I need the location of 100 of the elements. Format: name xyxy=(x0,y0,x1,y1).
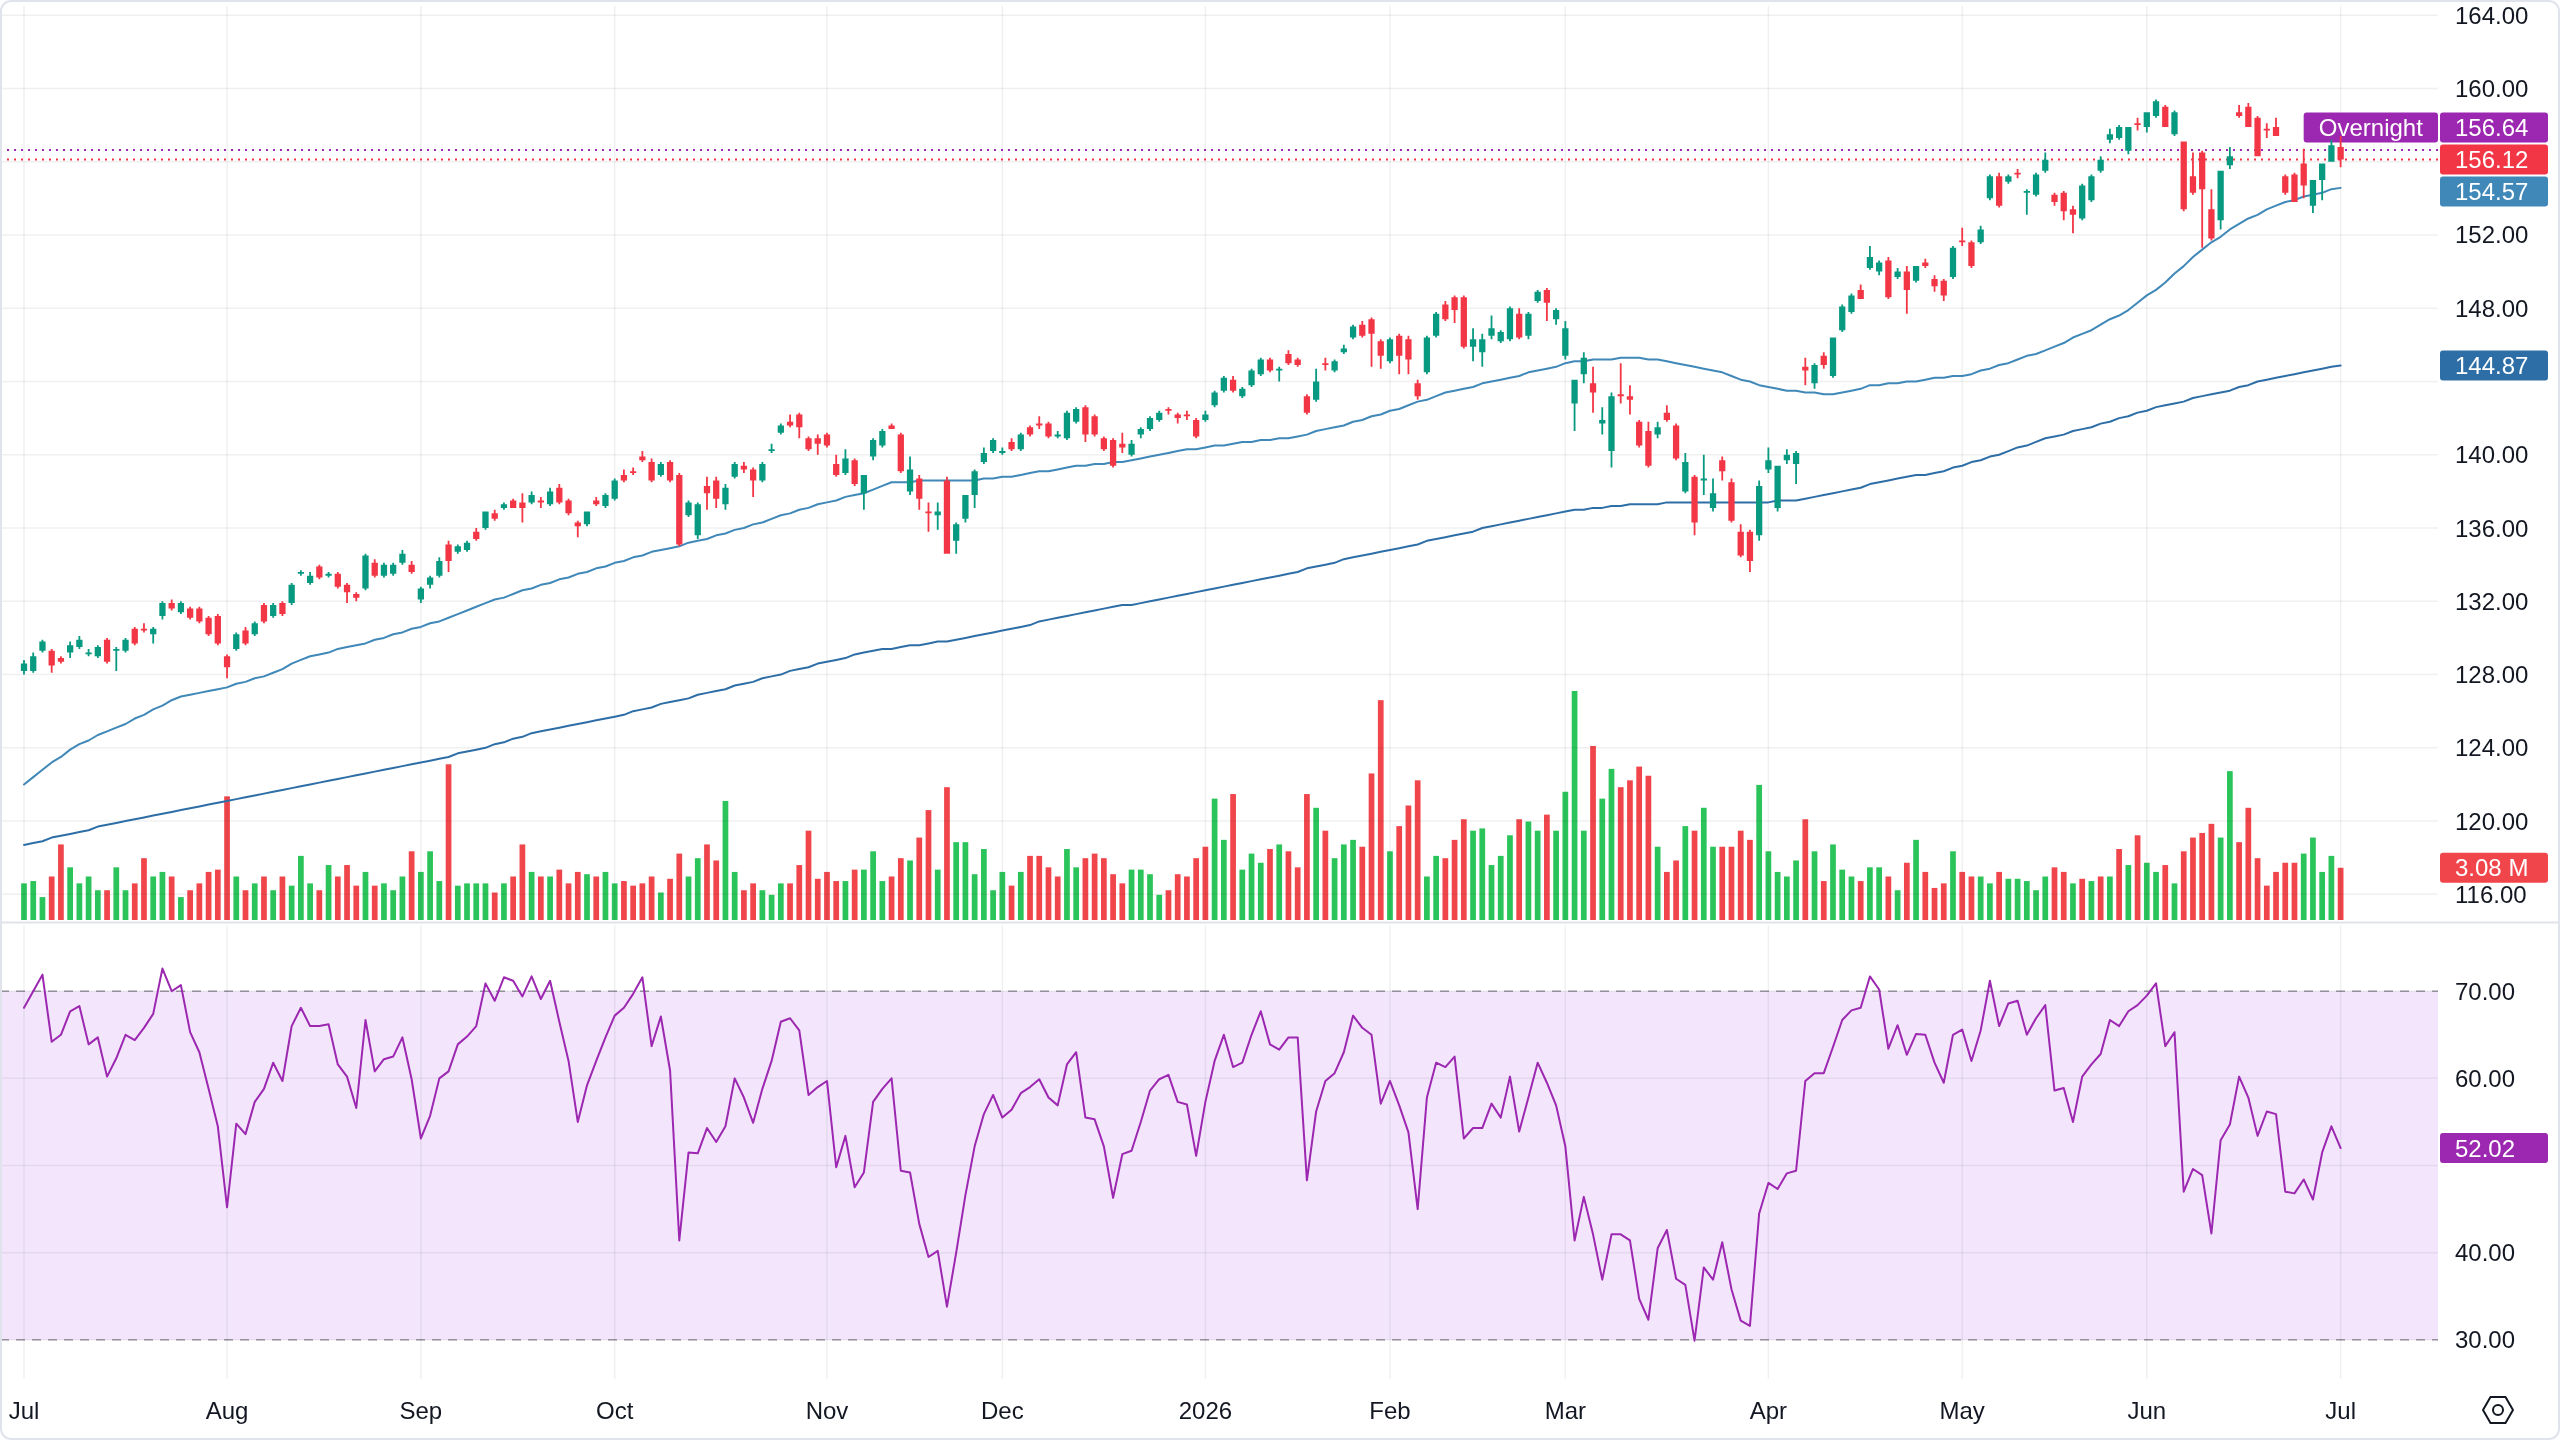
bar xyxy=(1110,874,1116,920)
candlestick xyxy=(1091,414,1098,437)
bar xyxy=(48,876,55,920)
bar xyxy=(1313,807,1319,920)
bar xyxy=(307,883,313,920)
bar xyxy=(371,885,378,920)
bar xyxy=(2310,837,2316,920)
bar xyxy=(574,871,581,920)
bar xyxy=(833,881,840,920)
y-tick-label: 70.00 xyxy=(2455,977,2516,1005)
bar xyxy=(1719,846,1726,920)
bar xyxy=(2079,878,2086,920)
y-tick-label: 124.00 xyxy=(2455,734,2529,762)
x-tick-label: Aug xyxy=(205,1396,249,1424)
bar xyxy=(1073,867,1080,920)
bar xyxy=(454,885,461,920)
candlestick xyxy=(1599,407,1606,435)
bar xyxy=(131,883,138,920)
bar xyxy=(851,869,858,920)
bar xyxy=(390,890,397,920)
bar xyxy=(2116,849,2122,920)
bar xyxy=(1544,814,1550,920)
bar xyxy=(611,883,618,920)
bar xyxy=(777,883,784,920)
bar xyxy=(224,796,230,920)
candlestick xyxy=(934,502,941,530)
bar xyxy=(2125,865,2132,920)
candlestick xyxy=(814,434,821,455)
bar xyxy=(2033,890,2039,920)
bar xyxy=(334,876,341,920)
bar xyxy=(270,890,277,920)
x-tick-label: Nov xyxy=(805,1396,849,1424)
bar xyxy=(178,897,184,920)
y-tick-label: 120.00 xyxy=(2455,807,2529,835)
bar xyxy=(1950,851,1956,920)
bar xyxy=(1783,876,1790,920)
candlestick xyxy=(1331,359,1338,373)
ref-line-label: 156.64 xyxy=(2455,113,2529,141)
bar xyxy=(1424,876,1430,920)
x-tick-label: Oct xyxy=(596,1396,634,1424)
y-tick-label: 140.00 xyxy=(2455,441,2529,469)
candlestick xyxy=(1700,454,1707,496)
bar xyxy=(870,851,876,920)
bar xyxy=(2042,876,2049,920)
x-tick-label: Mar xyxy=(1544,1396,1587,1424)
bar xyxy=(436,881,443,920)
bar xyxy=(1857,881,1864,920)
y-tick-label: 136.00 xyxy=(2455,514,2529,542)
bar xyxy=(814,878,821,920)
bar xyxy=(2070,883,2076,920)
bar xyxy=(2199,832,2206,920)
y-tick-label: 164.00 xyxy=(2455,1,2529,29)
bar xyxy=(787,883,793,920)
candlestick xyxy=(2328,139,2335,162)
bar xyxy=(1442,858,1449,920)
bar xyxy=(1867,867,1873,920)
candlestick xyxy=(2235,104,2243,118)
bar xyxy=(1054,876,1061,920)
bar xyxy=(344,865,350,920)
bar xyxy=(1396,826,1403,920)
candlestick xyxy=(1802,357,1809,386)
text: 144.87 xyxy=(2455,352,2529,380)
bar xyxy=(944,787,950,920)
bar xyxy=(1516,819,1523,920)
text: 52.02 xyxy=(2455,1134,2516,1162)
y-tick-label: 60.00 xyxy=(2455,1064,2516,1092)
x-tick-label: Sep xyxy=(399,1396,443,1424)
y-tick-label: 160.00 xyxy=(2455,74,2529,102)
bar xyxy=(1036,855,1043,920)
bar xyxy=(1747,839,1753,920)
bar xyxy=(1802,819,1809,920)
bar xyxy=(2300,853,2307,920)
bar xyxy=(1267,849,1273,920)
bar xyxy=(1184,876,1190,920)
candlestick xyxy=(1626,385,1634,415)
bar xyxy=(1294,867,1301,920)
bar xyxy=(2023,881,2030,920)
bar xyxy=(1996,871,2002,920)
bar xyxy=(2236,842,2242,920)
candlestick xyxy=(1654,421,1661,439)
bar xyxy=(694,858,701,920)
bar xyxy=(750,883,756,920)
candlestick xyxy=(2069,205,2077,234)
bar xyxy=(999,871,1006,920)
bar xyxy=(1534,830,1541,920)
bar xyxy=(990,890,996,920)
bar xyxy=(630,885,637,920)
bar xyxy=(1710,846,1716,920)
bar xyxy=(796,865,803,920)
bar xyxy=(1673,860,1679,920)
bar xyxy=(1664,871,1670,920)
bar xyxy=(491,892,498,920)
bar xyxy=(1682,826,1689,920)
bar xyxy=(2273,871,2279,920)
candlestick xyxy=(1617,363,1624,404)
bar xyxy=(1497,855,1504,920)
bar xyxy=(1553,830,1559,920)
bar xyxy=(1977,876,1984,920)
candlestick xyxy=(703,476,711,510)
bar xyxy=(657,892,664,920)
